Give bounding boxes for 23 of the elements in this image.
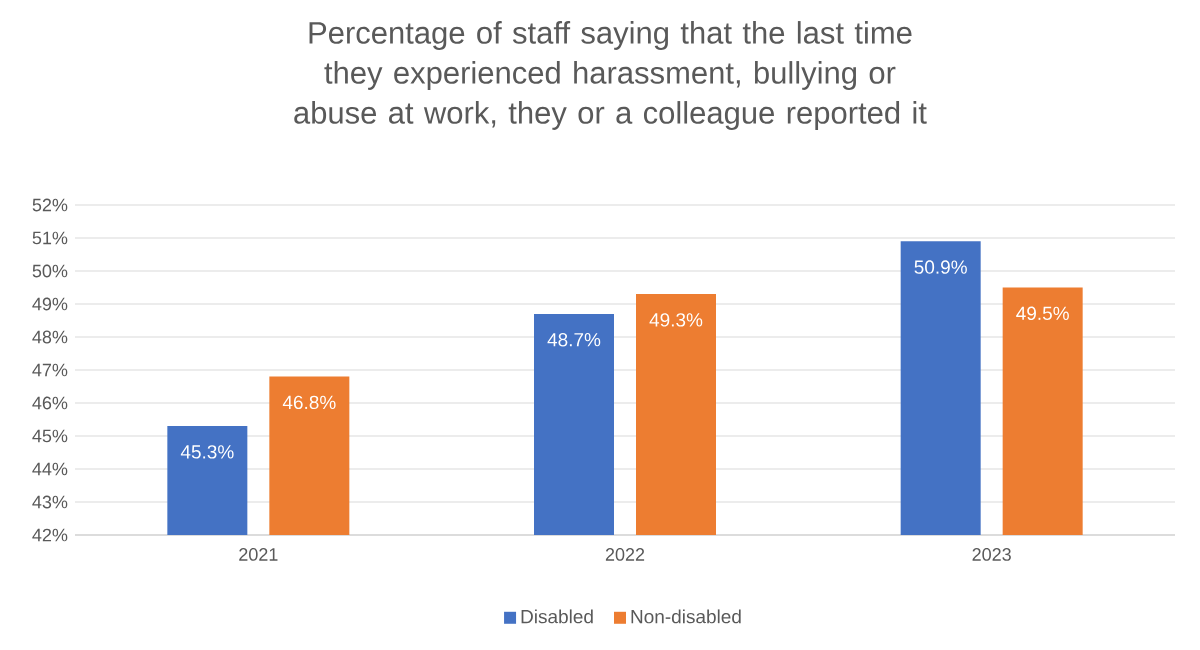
x-tick-label: 2023 xyxy=(972,548,1011,561)
x-tick-label: 2021 xyxy=(239,548,278,561)
data-label: 46.8% xyxy=(282,395,336,410)
y-tick-label: 52% xyxy=(32,198,68,212)
data-label: 45.3% xyxy=(180,445,234,459)
y-tick-label: 51% xyxy=(32,231,68,245)
y-tick-label: 42% xyxy=(32,528,68,542)
y-tick-label: 49% xyxy=(32,297,68,311)
y-tick-label: 45% xyxy=(32,429,68,443)
y-tick-label: 43% xyxy=(32,495,68,509)
data-label: 49.5% xyxy=(1016,306,1069,321)
y-tick-label: 46% xyxy=(32,396,68,410)
chart-title: Percentage of staff saying that the last time they experienced harassment, bullying or abuse at work, they or a colleague reported it xyxy=(294,21,927,130)
data-label: 49.3% xyxy=(649,313,703,327)
legend-label: Disabled xyxy=(521,609,593,624)
x-tick-label: 2022 xyxy=(605,548,645,561)
data-label: 50.9% xyxy=(914,260,967,274)
y-tick-label: 50% xyxy=(32,264,68,278)
y-tick-label: 44% xyxy=(32,462,68,476)
legend-label: Non-disabled xyxy=(631,609,741,624)
data-label: 48.7% xyxy=(547,332,601,347)
y-tick-label: 47% xyxy=(32,363,68,377)
y-tick-label: 48% xyxy=(32,330,68,344)
